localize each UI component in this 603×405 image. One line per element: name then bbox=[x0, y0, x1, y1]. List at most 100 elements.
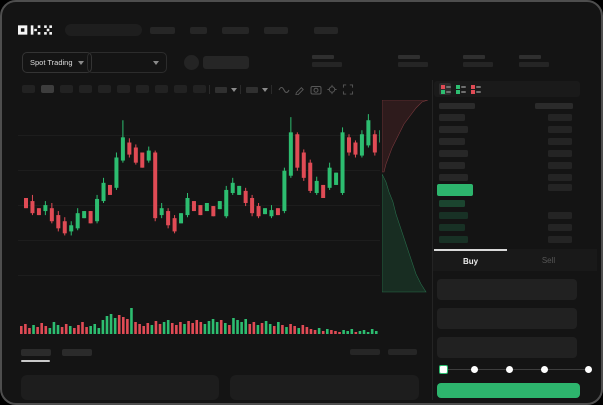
nav-item-placeholder[interactable] bbox=[222, 27, 249, 34]
book-asks-icon[interactable] bbox=[469, 83, 481, 95]
orders-tab[interactable] bbox=[21, 349, 51, 356]
timeframe-chip[interactable] bbox=[22, 85, 35, 93]
volume-chart bbox=[20, 308, 378, 334]
timeframe-chip[interactable] bbox=[193, 85, 206, 93]
book-bids-icon[interactable] bbox=[454, 83, 466, 95]
grid-line bbox=[18, 275, 380, 276]
trade-tabs-row bbox=[433, 249, 597, 271]
slider-stop[interactable] bbox=[584, 366, 592, 373]
sq bbox=[455, 89, 460, 94]
chevron-down-icon[interactable] bbox=[262, 88, 268, 92]
book-both-icon[interactable] bbox=[439, 83, 451, 95]
last-price-block[interactable] bbox=[437, 184, 473, 196]
ask-amount-placeholder bbox=[548, 114, 572, 121]
slider-handle[interactable] bbox=[438, 364, 448, 374]
ticker-stat bbox=[463, 55, 493, 67]
nav-item-placeholder[interactable] bbox=[150, 27, 175, 34]
total-input[interactable] bbox=[437, 337, 577, 358]
sq bbox=[440, 84, 445, 89]
nav-item-placeholder[interactable] bbox=[190, 27, 207, 34]
orderbook-header-price bbox=[439, 103, 475, 109]
ask-price-placeholder[interactable] bbox=[439, 126, 468, 133]
pair-selector-dropdown[interactable] bbox=[87, 52, 167, 73]
timeframe-chip[interactable] bbox=[174, 85, 187, 93]
history-tab[interactable] bbox=[62, 349, 92, 356]
sq bbox=[440, 89, 445, 94]
ticker-stat bbox=[312, 55, 342, 67]
slider-stop[interactable] bbox=[541, 366, 548, 373]
timeframe-chip[interactable] bbox=[41, 85, 54, 93]
nav-item-placeholder[interactable] bbox=[314, 27, 338, 34]
nav-item-placeholder[interactable] bbox=[264, 27, 288, 34]
stat-value-placeholder bbox=[398, 62, 428, 67]
stat-value-placeholder bbox=[519, 62, 549, 67]
stat-value-placeholder bbox=[312, 62, 342, 67]
interval-dropdown[interactable] bbox=[215, 87, 227, 93]
sq bbox=[455, 84, 460, 89]
chevron-down-icon bbox=[77, 60, 84, 65]
ask-price-placeholder[interactable] bbox=[439, 174, 468, 181]
timeframe-chip[interactable] bbox=[155, 85, 168, 93]
depth-chart bbox=[382, 100, 429, 293]
ask-amount-placeholder bbox=[548, 150, 572, 157]
amount-input[interactable] bbox=[437, 308, 577, 329]
okx-logo[interactable] bbox=[18, 22, 54, 38]
bid-price-placeholder[interactable] bbox=[439, 200, 465, 207]
tab-sell[interactable]: Sell bbox=[541, 255, 556, 265]
ask-price-placeholder[interactable] bbox=[439, 114, 465, 121]
price-input[interactable] bbox=[437, 279, 577, 300]
ask-price-placeholder[interactable] bbox=[439, 138, 465, 145]
bottom-link-placeholder[interactable] bbox=[388, 349, 417, 355]
bid-price-placeholder[interactable] bbox=[439, 224, 465, 231]
slider-stop[interactable] bbox=[471, 366, 479, 373]
bid-price-placeholder[interactable] bbox=[439, 212, 468, 219]
stat-label-placeholder bbox=[398, 55, 420, 59]
toolbar-divider bbox=[240, 85, 241, 94]
bid-amount-placeholder bbox=[548, 236, 572, 243]
timeframe-chip[interactable] bbox=[117, 85, 130, 93]
amount-slider[interactable] bbox=[439, 369, 588, 370]
chevron-down-icon bbox=[153, 60, 159, 65]
token-avatar bbox=[184, 55, 199, 70]
ask-amount-placeholder bbox=[548, 162, 572, 169]
timeframe-chip[interactable] bbox=[136, 85, 149, 93]
ask-amount-placeholder bbox=[548, 138, 572, 145]
tab-buy[interactable]: Buy bbox=[434, 249, 507, 271]
ask-amount-placeholder bbox=[548, 184, 572, 191]
sq bbox=[470, 84, 475, 89]
draw-pencil-icon[interactable] bbox=[294, 84, 306, 95]
stat-label-placeholder bbox=[463, 55, 485, 59]
market-type-dropdown[interactable]: Spot Trading bbox=[22, 52, 92, 73]
panel-divider bbox=[432, 80, 433, 400]
market-type-label: Spot Trading bbox=[30, 58, 73, 67]
timeframe-chip[interactable] bbox=[98, 85, 111, 93]
ask-price-placeholder[interactable] bbox=[439, 162, 465, 169]
chevron-down-icon[interactable] bbox=[231, 88, 237, 92]
last-price-placeholder bbox=[203, 56, 249, 69]
bid-amount-placeholder bbox=[548, 224, 572, 231]
bid-amount-placeholder bbox=[548, 212, 572, 219]
buy-submit-button[interactable] bbox=[437, 383, 580, 398]
indicator-wave-icon[interactable] bbox=[278, 84, 290, 95]
ticker-stat bbox=[519, 55, 549, 67]
stat-label-placeholder bbox=[519, 55, 541, 59]
sq bbox=[470, 89, 475, 94]
chart-style-dropdown[interactable] bbox=[246, 87, 258, 93]
ask-price-placeholder[interactable] bbox=[439, 150, 468, 157]
toolbar-divider bbox=[271, 85, 272, 94]
bottom-link-placeholder[interactable] bbox=[350, 349, 380, 355]
orderbook-header-amount bbox=[535, 103, 573, 109]
stat-value-placeholder bbox=[463, 62, 493, 67]
settings-gear-icon[interactable] bbox=[326, 84, 338, 95]
search-bar[interactable] bbox=[65, 24, 142, 36]
slider-stop[interactable] bbox=[506, 366, 514, 373]
orders-panel bbox=[230, 375, 419, 400]
timeframe-chip[interactable] bbox=[79, 85, 92, 93]
timeframe-chip[interactable] bbox=[60, 85, 73, 93]
camera-icon[interactable] bbox=[310, 84, 322, 95]
fullscreen-expand-icon[interactable] bbox=[342, 84, 354, 95]
ask-amount-placeholder bbox=[548, 174, 572, 181]
bid-price-placeholder[interactable] bbox=[439, 236, 468, 243]
stat-label-placeholder bbox=[312, 55, 334, 59]
